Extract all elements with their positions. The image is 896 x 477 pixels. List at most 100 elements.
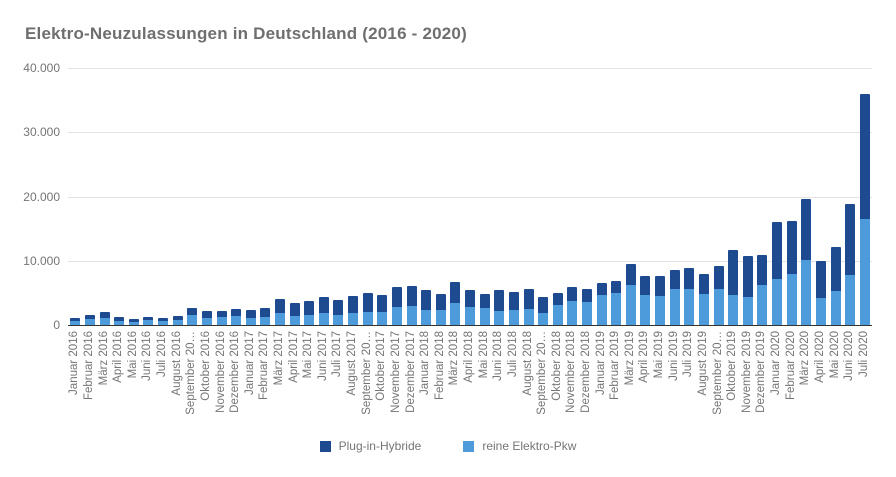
bar-segment-reine-elektro-pkw[interactable]: [830, 290, 841, 325]
stacked-bar[interactable]: [421, 290, 432, 325]
bar-segment-reine-elektro-pkw[interactable]: [275, 313, 285, 325]
stacked-bar[interactable]: [275, 299, 285, 325]
bar-segment-reine-elektro-pkw[interactable]: [523, 309, 534, 325]
bar-segment-plug-in-hybride[interactable]: [172, 316, 183, 321]
bar-segment-reine-elektro-pkw[interactable]: [611, 293, 622, 325]
stacked-bar[interactable]: [479, 293, 490, 326]
stacked-bar[interactable]: [611, 281, 622, 325]
stacked-bar[interactable]: [845, 204, 856, 325]
bar-segment-plug-in-hybride[interactable]: [669, 270, 680, 289]
stacked-bar[interactable]: [567, 287, 578, 325]
stacked-bar[interactable]: [260, 308, 271, 325]
stacked-bar[interactable]: [713, 266, 724, 325]
stacked-bar[interactable]: [523, 289, 534, 325]
bar-segment-reine-elektro-pkw[interactable]: [508, 310, 519, 325]
bar-segment-reine-elektro-pkw[interactable]: [245, 318, 256, 325]
stacked-bar[interactable]: [391, 287, 402, 325]
bar-segment-plug-in-hybride[interactable]: [216, 311, 227, 318]
stacked-bar[interactable]: [143, 316, 154, 325]
bar-segment-reine-elektro-pkw[interactable]: [728, 294, 739, 325]
bar-segment-plug-in-hybride[interactable]: [275, 299, 285, 314]
bar-segment-reine-elektro-pkw[interactable]: [318, 313, 329, 325]
bar-segment-plug-in-hybride[interactable]: [684, 267, 695, 289]
bar-segment-reine-elektro-pkw[interactable]: [801, 260, 812, 325]
bar-segment-reine-elektro-pkw[interactable]: [786, 274, 797, 325]
stacked-bar[interactable]: [538, 297, 549, 325]
bar-segment-plug-in-hybride[interactable]: [231, 308, 242, 316]
bar-segment-reine-elektro-pkw[interactable]: [640, 295, 651, 325]
stacked-bar[interactable]: [596, 282, 607, 325]
bar-segment-reine-elektro-pkw[interactable]: [84, 319, 95, 325]
stacked-bar[interactable]: [201, 311, 212, 325]
stacked-bar[interactable]: [435, 294, 446, 325]
bar-segment-reine-elektro-pkw[interactable]: [99, 317, 110, 325]
bar-segment-reine-elektro-pkw[interactable]: [216, 317, 227, 325]
bar-segment-reine-elektro-pkw[interactable]: [713, 288, 724, 325]
bar-segment-plug-in-hybride[interactable]: [333, 299, 344, 315]
bar-segment-reine-elektro-pkw[interactable]: [231, 315, 242, 325]
stacked-bar[interactable]: [114, 317, 125, 325]
bar-segment-reine-elektro-pkw[interactable]: [406, 305, 417, 325]
bar-segment-plug-in-hybride[interactable]: [801, 199, 812, 261]
bar-segment-reine-elektro-pkw[interactable]: [289, 316, 300, 325]
bar-segment-plug-in-hybride[interactable]: [757, 254, 768, 286]
bar-segment-plug-in-hybride[interactable]: [786, 220, 797, 275]
bar-segment-plug-in-hybride[interactable]: [494, 290, 505, 312]
bar-segment-reine-elektro-pkw[interactable]: [757, 285, 768, 325]
bar-segment-plug-in-hybride[interactable]: [772, 222, 782, 279]
stacked-bar[interactable]: [406, 285, 417, 325]
bar-segment-plug-in-hybride[interactable]: [728, 249, 739, 295]
stacked-bar[interactable]: [786, 220, 797, 325]
bar-segment-reine-elektro-pkw[interactable]: [377, 312, 388, 325]
bar-segment-plug-in-hybride[interactable]: [859, 94, 870, 219]
bar-segment-plug-in-hybride[interactable]: [289, 302, 300, 316]
stacked-bar[interactable]: [742, 255, 753, 325]
bar-segment-reine-elektro-pkw[interactable]: [333, 314, 344, 325]
bar-segment-plug-in-hybride[interactable]: [143, 316, 154, 321]
bar-segment-reine-elektro-pkw[interactable]: [742, 296, 753, 325]
bar-segment-plug-in-hybride[interactable]: [245, 310, 256, 319]
stacked-bar[interactable]: [99, 312, 110, 325]
bar-segment-plug-in-hybride[interactable]: [640, 276, 651, 296]
bar-segment-plug-in-hybride[interactable]: [99, 312, 110, 318]
stacked-bar[interactable]: [333, 299, 344, 325]
bar-segment-reine-elektro-pkw[interactable]: [450, 303, 461, 325]
bar-segment-plug-in-hybride[interactable]: [158, 317, 168, 322]
bar-segment-reine-elektro-pkw[interactable]: [684, 288, 695, 325]
bar-segment-reine-elektro-pkw[interactable]: [348, 312, 359, 325]
bar-segment-plug-in-hybride[interactable]: [567, 287, 578, 302]
bar-segment-reine-elektro-pkw[interactable]: [128, 321, 139, 325]
bar-segment-plug-in-hybride[interactable]: [435, 294, 446, 311]
stacked-bar[interactable]: [348, 296, 359, 325]
bar-segment-reine-elektro-pkw[interactable]: [845, 274, 856, 325]
bar-segment-reine-elektro-pkw[interactable]: [655, 296, 665, 325]
bar-segment-plug-in-hybride[interactable]: [450, 282, 461, 304]
bar-segment-plug-in-hybride[interactable]: [187, 307, 198, 316]
bar-segment-plug-in-hybride[interactable]: [377, 294, 388, 313]
stacked-bar[interactable]: [655, 276, 665, 325]
stacked-bar[interactable]: [216, 311, 227, 325]
bar-segment-reine-elektro-pkw[interactable]: [552, 305, 563, 325]
bar-segment-plug-in-hybride[interactable]: [348, 296, 359, 313]
bar-segment-reine-elektro-pkw[interactable]: [465, 306, 475, 325]
stacked-bar[interactable]: [187, 307, 198, 325]
stacked-bar[interactable]: [289, 302, 300, 325]
stacked-bar[interactable]: [465, 290, 475, 325]
bar-segment-reine-elektro-pkw[interactable]: [625, 284, 636, 325]
bar-segment-plug-in-hybride[interactable]: [845, 204, 856, 275]
stacked-bar[interactable]: [231, 308, 242, 325]
bar-segment-plug-in-hybride[interactable]: [128, 318, 139, 322]
bar-segment-reine-elektro-pkw[interactable]: [669, 288, 680, 325]
bar-segment-plug-in-hybride[interactable]: [742, 255, 753, 297]
bar-segment-reine-elektro-pkw[interactable]: [421, 309, 432, 325]
stacked-bar[interactable]: [450, 282, 461, 325]
bar-segment-reine-elektro-pkw[interactable]: [435, 310, 446, 325]
bar-segment-plug-in-hybride[interactable]: [362, 292, 373, 313]
bar-segment-reine-elektro-pkw[interactable]: [567, 301, 578, 325]
bar-segment-plug-in-hybride[interactable]: [538, 297, 549, 313]
bar-segment-plug-in-hybride[interactable]: [406, 285, 417, 306]
bar-segment-reine-elektro-pkw[interactable]: [391, 306, 402, 325]
stacked-bar[interactable]: [815, 261, 826, 325]
bar-segment-plug-in-hybride[interactable]: [523, 289, 534, 310]
stacked-bar[interactable]: [318, 296, 329, 325]
